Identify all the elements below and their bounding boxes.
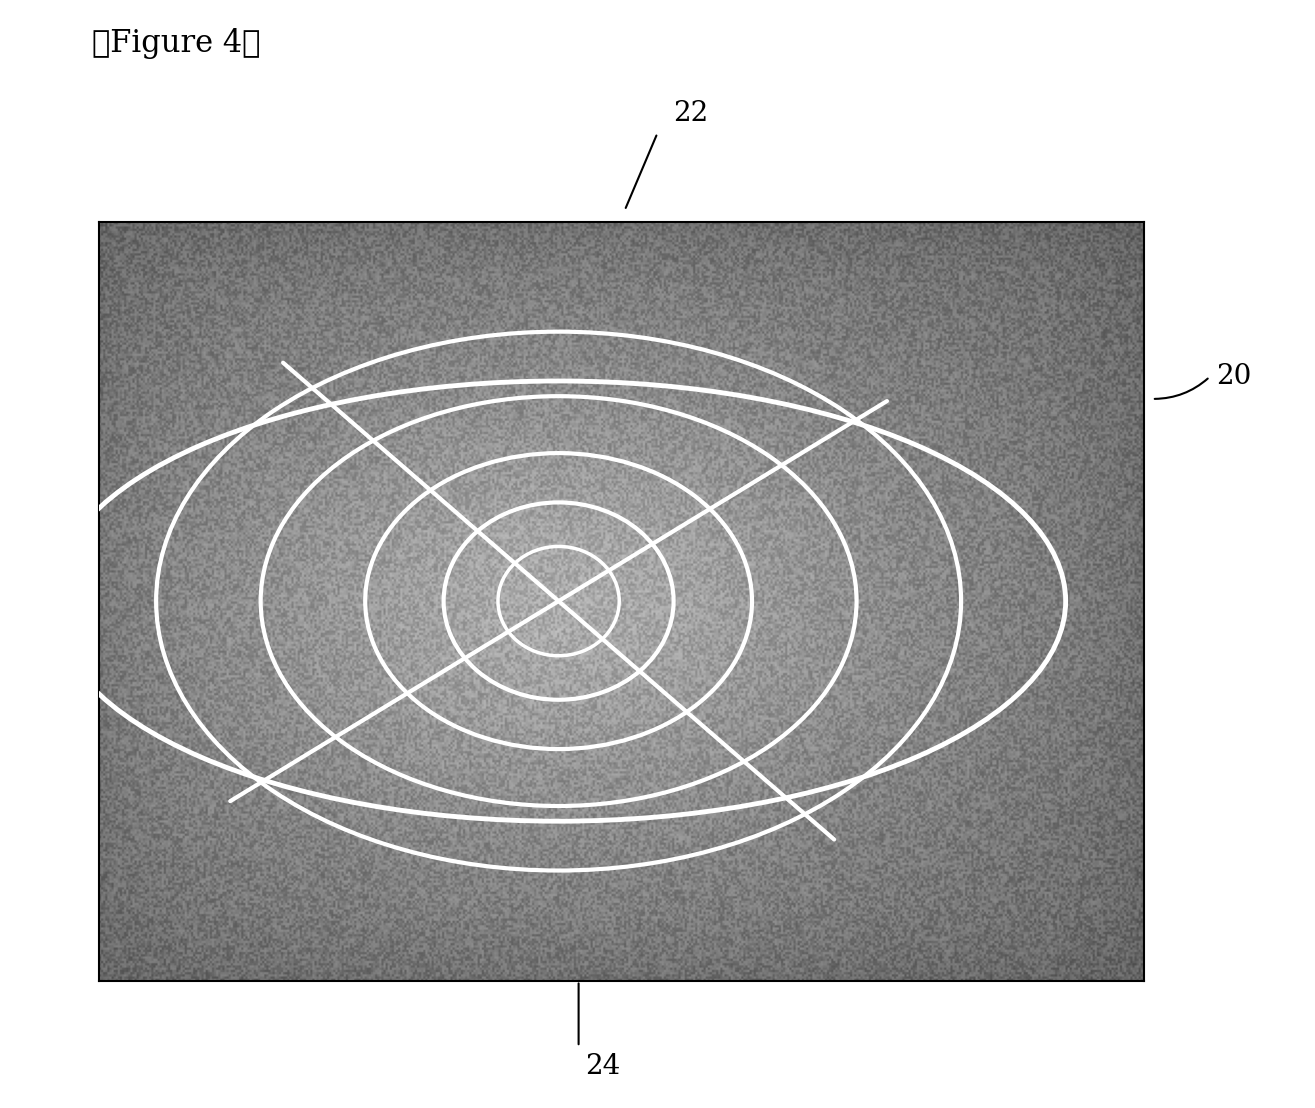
Text: 【Figure 4】: 【Figure 4】 [92, 28, 260, 59]
Text: 22: 22 [673, 101, 709, 127]
Text: 20: 20 [1216, 363, 1252, 390]
Text: 24: 24 [585, 1053, 621, 1079]
